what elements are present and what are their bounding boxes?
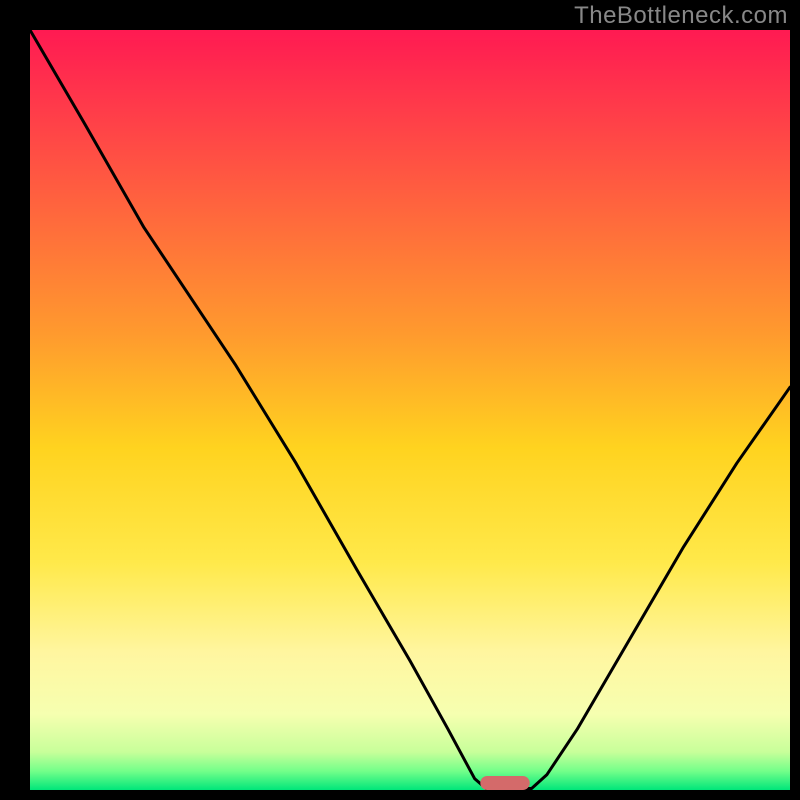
gradient-background	[30, 30, 790, 790]
chart-frame: TheBottleneck.com	[0, 0, 800, 800]
watermark-text: TheBottleneck.com	[574, 2, 788, 30]
optimal-marker	[480, 776, 529, 790]
bottleneck-chart	[0, 0, 800, 800]
